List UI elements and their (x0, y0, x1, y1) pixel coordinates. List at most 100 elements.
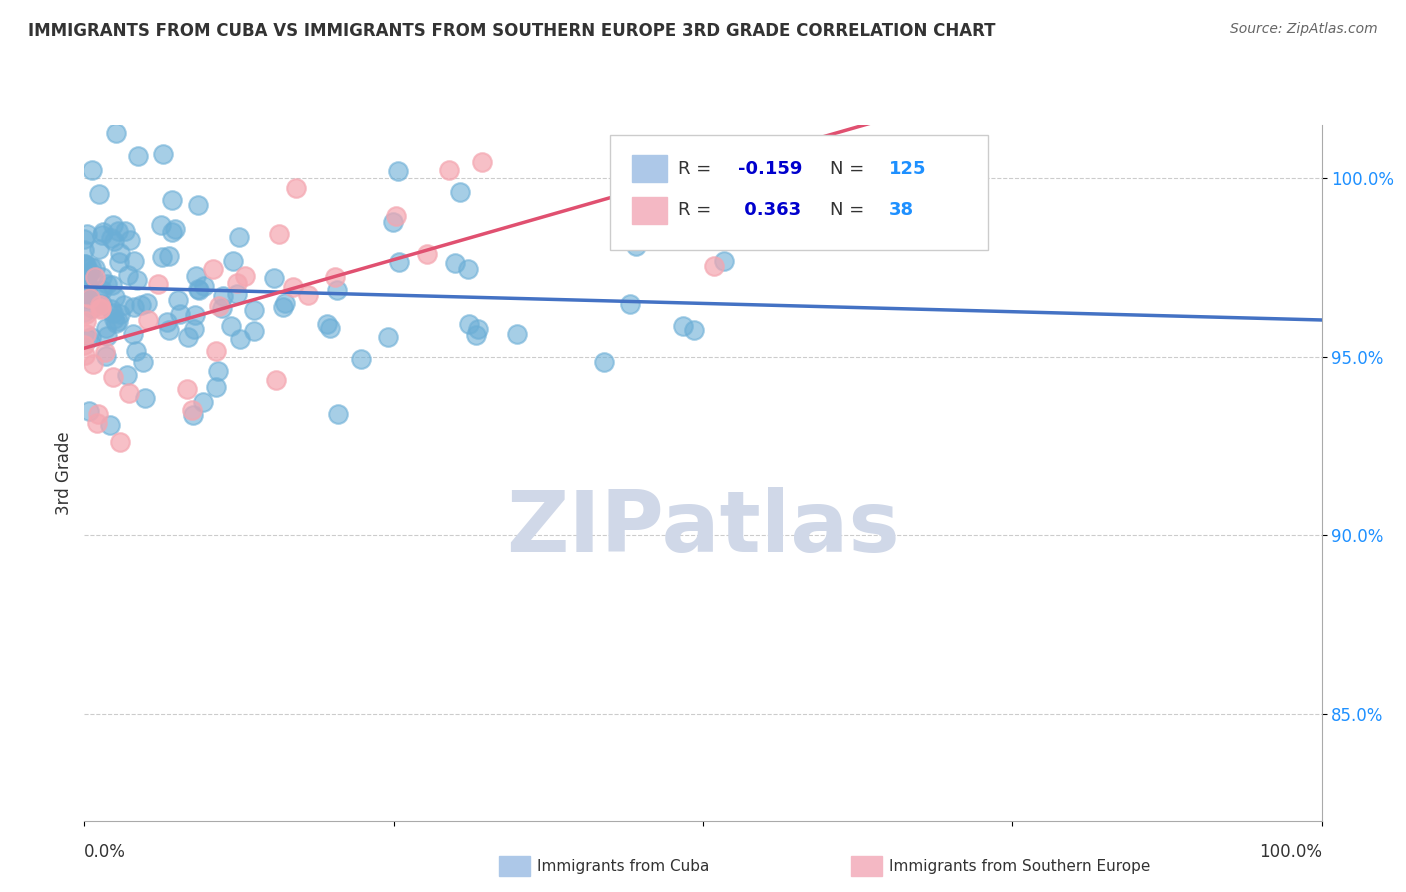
Point (129, 298, 152, 312)
Point (134, 391, 156, 405)
Point (108, 435, 131, 450)
Point (82, 357, 104, 371)
Point (98, 417, 121, 432)
Point (114, 224, 136, 238)
Point (89, 242, 111, 256)
FancyBboxPatch shape (633, 197, 666, 224)
Point (77, 332, 100, 346)
Point (160, 193, 183, 207)
Point (107, 224, 129, 238)
Point (86, 416, 108, 430)
Text: -0.159: -0.159 (738, 160, 801, 178)
Point (506, 327, 529, 342)
Point (79, 265, 101, 279)
Point (87, 407, 110, 421)
Text: ZIPatlas: ZIPatlas (506, 487, 900, 570)
Point (75, 307, 97, 321)
Point (75, 314, 97, 328)
Point (91, 225, 114, 239)
Point (285, 181, 308, 195)
Point (233, 269, 256, 284)
Point (177, 329, 200, 343)
Point (110, 307, 132, 321)
Point (91, 270, 114, 285)
Text: IMMIGRANTS FROM CUBA VS IMMIGRANTS FROM SOUTHERN EUROPE 3RD GRADE CORRELATION CH: IMMIGRANTS FROM CUBA VS IMMIGRANTS FROM … (28, 22, 995, 40)
Point (73, 348, 96, 362)
Text: 100.0%: 100.0% (1258, 843, 1322, 861)
Text: Source: ZipAtlas.com: Source: ZipAtlas.com (1230, 22, 1378, 37)
Point (162, 226, 184, 240)
Point (219, 318, 242, 333)
Point (90, 227, 112, 242)
Point (326, 283, 349, 297)
Point (191, 395, 214, 409)
Point (449, 185, 471, 199)
Point (91, 297, 114, 311)
Point (117, 268, 139, 282)
Point (127, 149, 149, 163)
Point (183, 321, 205, 335)
Point (207, 364, 229, 378)
Point (176, 382, 198, 396)
Point (73, 243, 96, 257)
Y-axis label: 3rd Grade: 3rd Grade (55, 431, 73, 515)
Point (193, 278, 215, 293)
Point (457, 317, 479, 331)
Point (107, 314, 129, 328)
Point (242, 324, 264, 338)
Point (318, 320, 340, 334)
Point (325, 270, 347, 285)
Point (184, 308, 207, 322)
Point (96, 329, 118, 343)
Point (225, 286, 247, 301)
Point (264, 373, 287, 387)
Point (118, 386, 141, 401)
Point (181, 408, 204, 422)
Point (768, 153, 790, 167)
Point (201, 261, 224, 276)
Point (377, 329, 399, 343)
Point (157, 249, 180, 263)
Point (100, 231, 122, 245)
Point (388, 254, 411, 268)
Point (157, 323, 180, 337)
Point (122, 300, 145, 314)
Point (96, 277, 118, 292)
Point (73, 231, 96, 245)
Point (101, 370, 124, 384)
Point (75, 326, 97, 341)
Point (75, 291, 97, 305)
Point (593, 355, 616, 369)
Point (87, 287, 110, 301)
Point (73, 305, 96, 319)
Point (156, 315, 179, 329)
Point (167, 293, 190, 308)
Point (271, 300, 294, 314)
Point (105, 127, 128, 141)
Point (146, 277, 169, 292)
Point (90, 301, 112, 315)
Text: 38: 38 (889, 202, 914, 219)
Point (115, 368, 138, 382)
Text: N =: N = (831, 202, 870, 219)
Point (91, 283, 114, 297)
Point (471, 154, 494, 169)
Point (263, 271, 285, 285)
Point (274, 295, 297, 310)
Point (104, 316, 127, 330)
Point (75, 270, 97, 285)
Point (80, 330, 103, 344)
Point (79, 404, 101, 418)
Point (100, 277, 122, 292)
Point (671, 319, 693, 334)
Point (75, 274, 97, 288)
Point (75, 258, 97, 272)
Point (94, 320, 117, 334)
Point (150, 218, 173, 232)
Point (682, 323, 704, 337)
Point (136, 312, 159, 326)
Point (77, 279, 100, 293)
Point (89, 186, 111, 201)
Point (229, 332, 252, 346)
Point (150, 250, 173, 264)
